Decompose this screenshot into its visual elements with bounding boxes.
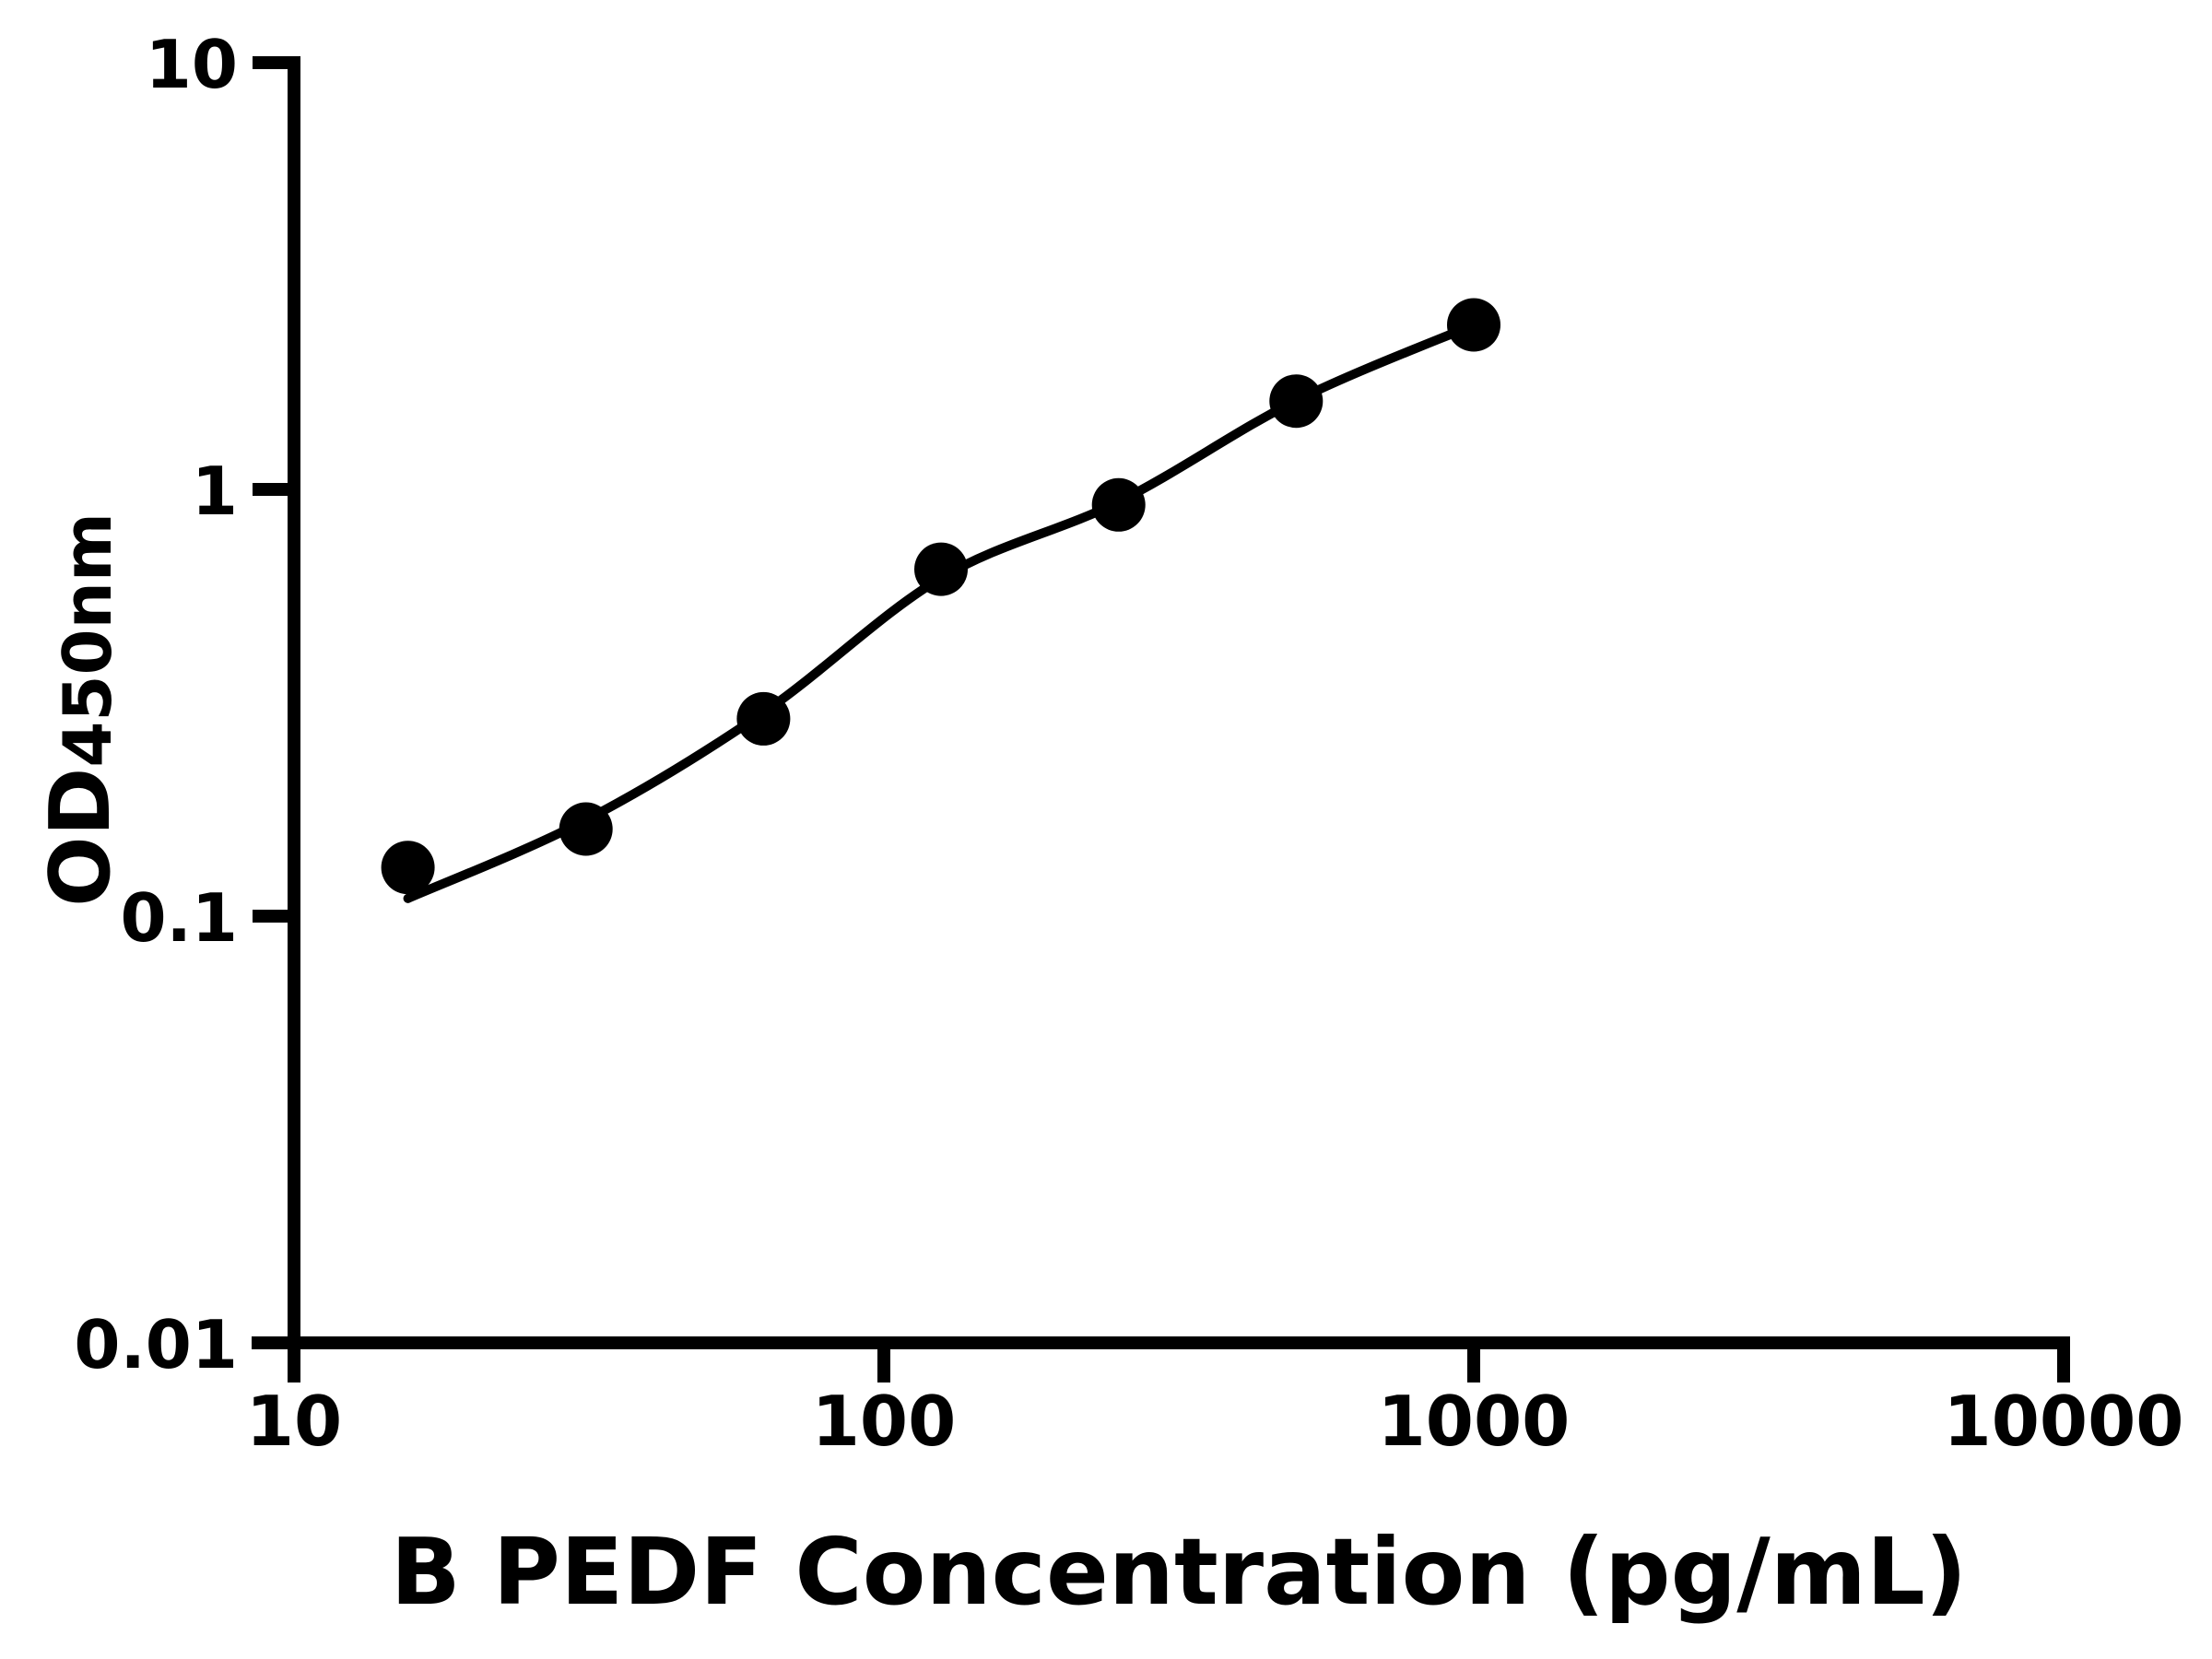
y-tick-label: 10 bbox=[146, 26, 238, 103]
x-tick-label: 100 bbox=[812, 1381, 957, 1462]
y-axis-title: OD450nm bbox=[32, 512, 129, 907]
y-tick-label: 0.1 bbox=[120, 879, 238, 957]
data-point bbox=[1447, 298, 1500, 352]
x-tick-label: 1000 bbox=[1378, 1381, 1571, 1462]
x-tick-label: 10 bbox=[246, 1381, 342, 1462]
data-point bbox=[1269, 374, 1324, 429]
y-axis-title-main: OD bbox=[32, 768, 129, 907]
y-axis-title-subscript: 450nm bbox=[49, 512, 126, 768]
data-point bbox=[381, 841, 435, 895]
data-point bbox=[559, 802, 613, 856]
x-axis-title: B PEDF Concentration (pg/mL) bbox=[391, 1518, 1968, 1626]
y-tick-label: 1 bbox=[192, 453, 238, 530]
data-point bbox=[736, 691, 791, 746]
data-point bbox=[914, 542, 968, 596]
x-tick-label: 10000 bbox=[1944, 1381, 2184, 1462]
data-point bbox=[1091, 477, 1146, 532]
y-tick-label: 0.01 bbox=[74, 1306, 238, 1383]
